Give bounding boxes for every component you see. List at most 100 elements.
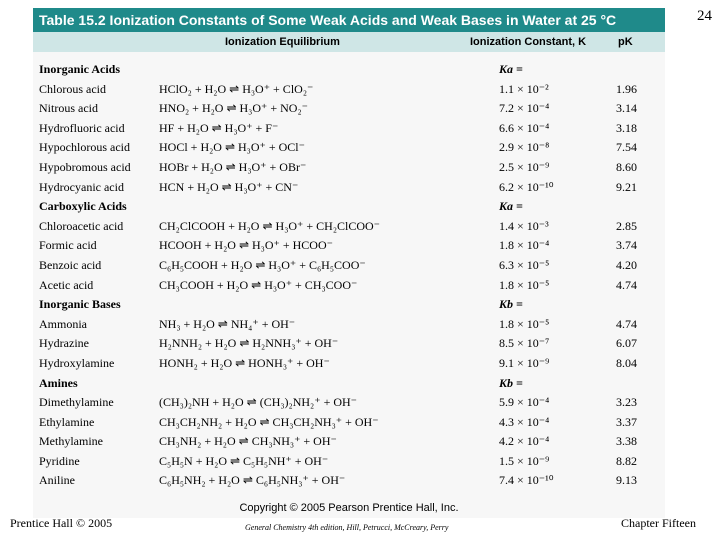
compound-name: Nitrous acid xyxy=(39,101,98,116)
equilibrium-equation: H₂NNH₂ + H₂O ⇌ H₂NNH₃⁺ + OH⁻ xyxy=(159,336,339,351)
equilibrium-equation: HCN + H₂O ⇌ H₃O⁺ + CN⁻ xyxy=(159,179,299,194)
equilibrium-equation: C₆H₅COOH + H₂O ⇌ H₃O⁺ + C₆H₅COO⁻ xyxy=(159,257,366,272)
ionization-constant: 1.8 × 10⁻⁵ xyxy=(499,316,550,331)
pk-value: 2.85 xyxy=(616,218,637,233)
compound-name: Chlorous acid xyxy=(39,81,106,96)
pk-value: 4.74 xyxy=(616,277,637,292)
footer-publisher: Prentice Hall © 2005 xyxy=(10,516,113,530)
table-row: Hydrazine H₂NNH₂ + H₂O ⇌ H₂NNH₃⁺ + OH⁻ 8.5… xyxy=(33,334,665,354)
pk-value: 3.37 xyxy=(616,414,637,429)
table-row: Hydrofluoric acid HF + H₂O ⇌ H₃O⁺ + F⁻ 6.6… xyxy=(33,119,665,139)
table-row: Formic acid HCOOH + H₂O ⇌ H₃O⁺ + HCOO⁻ 1.8… xyxy=(33,236,665,256)
pk-value: 6.07 xyxy=(616,336,637,351)
equilibrium-equation: HOCl + H₂O ⇌ H₃O⁺ + OCl⁻ xyxy=(159,140,305,155)
table-title: Table 15.2 Ionization Constants of Some … xyxy=(33,8,665,32)
table-row: Pyridine C₅H₅N + H₂O ⇌ C₅H₅NH⁺ + OH⁻ 1.5 ×… xyxy=(33,452,665,472)
ionization-constant: 5.9 × 10⁻⁴ xyxy=(499,395,550,410)
equilibrium-equation: HF + H₂O ⇌ H₃O⁺ + F⁻ xyxy=(159,120,279,135)
table-row: Dimethylamine (CH₃)₂NH + H₂O ⇌ (CH₃)₂NH₂⁺… xyxy=(33,393,665,413)
pk-value: 3.38 xyxy=(616,434,637,449)
section-header-row: Inorganic Acids Ka = xyxy=(33,60,665,80)
equilibrium-equation: HCOOH + H₂O ⇌ H₃O⁺ + HCOO⁻ xyxy=(159,238,333,253)
pk-value: 9.21 xyxy=(616,179,637,194)
copyright-notice: Copyright © 2005 Pearson Prentice Hall, … xyxy=(239,502,459,514)
pk-value: 9.13 xyxy=(616,473,637,488)
equilibrium-equation: C₆H₅NH₂ + H₂O ⇌ C₆H₅NH₃⁺ + OH⁻ xyxy=(159,473,346,488)
equilibrium-equation: C₅H₅N + H₂O ⇌ C₅H₅NH⁺ + OH⁻ xyxy=(159,453,329,468)
ionization-constant: 7.2 × 10⁻⁴ xyxy=(499,101,550,116)
equilibrium-equation: CH₃NH₂ + H₂O ⇌ CH₃NH₃⁺ + OH⁻ xyxy=(159,434,337,449)
pk-value: 4.20 xyxy=(616,257,637,272)
ionization-constant: 1.8 × 10⁻⁴ xyxy=(499,238,550,253)
pk-value: 8.04 xyxy=(616,355,637,370)
compound-name: Hypobromous acid xyxy=(39,159,131,174)
compound-name: Benzoic acid xyxy=(39,257,102,272)
compound-name: Hydrazine xyxy=(39,336,89,351)
header-pk: pK xyxy=(618,36,633,48)
pk-value: 8.60 xyxy=(616,159,637,174)
pk-value: 3.18 xyxy=(616,120,637,135)
compound-name: Carboxylic Acids xyxy=(39,199,127,214)
ionization-constant: Kb = xyxy=(499,375,523,390)
compound-name: Amines xyxy=(39,375,78,390)
equilibrium-equation: CH₃CH₂NH₂ + H₂O ⇌ CH₃CH₂NH₃⁺ + OH⁻ xyxy=(159,414,379,429)
table-row: Benzoic acid C₆H₅COOH + H₂O ⇌ H₃O⁺ + C₆H₅… xyxy=(33,256,665,276)
equilibrium-equation: CH₂ClCOOH + H₂O ⇌ H₃O⁺ + CH₂ClCOO⁻ xyxy=(159,218,381,233)
ionization-constant: 7.4 × 10⁻¹⁰ xyxy=(499,473,554,488)
compound-name: Pyridine xyxy=(39,453,80,468)
table-body: Inorganic Acids Ka = Chlorous acid HClO₂ + … xyxy=(33,60,665,491)
ionization-constant: Ka = xyxy=(499,62,523,76)
table-row: Hypobromous acid HOBr + H₂O ⇌ H₃O⁺ + OBr⁻… xyxy=(33,158,665,178)
compound-name: Ammonia xyxy=(39,316,87,331)
compound-name: Acetic acid xyxy=(39,277,94,292)
compound-name: Formic acid xyxy=(39,238,97,253)
section-header-row: Inorganic Bases Kb = xyxy=(33,295,665,315)
compound-name: Ethylamine xyxy=(39,414,95,429)
ionization-constant: 6.6 × 10⁻⁴ xyxy=(499,120,550,135)
compound-name: Inorganic Acids xyxy=(39,62,121,76)
footer-chapter: Chapter Fifteen xyxy=(621,516,696,530)
table-row: Ethylamine CH₃CH₂NH₂ + H₂O ⇌ CH₃CH₂NH₃⁺ +… xyxy=(33,413,665,433)
ionization-constant: 9.1 × 10⁻⁹ xyxy=(499,355,550,370)
ionization-constant: 4.2 × 10⁻⁴ xyxy=(499,434,550,449)
compound-name: Aniline xyxy=(39,473,75,488)
pk-value: 7.54 xyxy=(616,140,637,155)
ionization-constant: 2.9 × 10⁻⁸ xyxy=(499,140,550,155)
equilibrium-equation: HONH₂ + H₂O ⇌ HONH₃⁺ + OH⁻ xyxy=(159,355,330,370)
equilibrium-equation: CH₃COOH + H₂O ⇌ H₃O⁺ + CH₃COO⁻ xyxy=(159,277,358,292)
compound-name: Hydrocyanic acid xyxy=(39,179,124,194)
compound-name: Hydroxylamine xyxy=(39,355,115,370)
ionization-constant: 6.2 × 10⁻¹⁰ xyxy=(499,179,554,194)
ionization-constant: 1.4 × 10⁻³ xyxy=(499,218,549,233)
equilibrium-equation: HOBr + H₂O ⇌ H₃O⁺ + OBr⁻ xyxy=(159,159,307,174)
table-row: Hypochlorous acid HOCl + H₂O ⇌ H₃O⁺ + OCl… xyxy=(33,138,665,158)
pk-value: 3.14 xyxy=(616,101,637,116)
section-header-row: Amines Kb = xyxy=(33,374,665,394)
table-header-row: Ionization Equilibrium Ionization Consta… xyxy=(33,32,665,52)
pk-value: 1.96 xyxy=(616,81,637,96)
equilibrium-equation: HNO₂ + H₂O ⇌ H₃O⁺ + NO₂⁻ xyxy=(159,101,308,116)
ionization-constant: 8.5 × 10⁻⁷ xyxy=(499,336,550,351)
table-row: Aniline C₆H₅NH₂ + H₂O ⇌ C₆H₅NH₃⁺ + OH⁻ 7.4… xyxy=(33,471,665,491)
pk-value: 3.23 xyxy=(616,395,637,410)
pk-value: 3.74 xyxy=(616,238,637,253)
ionization-constant: Kb = xyxy=(499,297,523,312)
compound-name: Inorganic Bases xyxy=(39,297,121,312)
ionization-constant: 1.8 × 10⁻⁵ xyxy=(499,277,550,292)
table-row: Methylamine CH₃NH₂ + H₂O ⇌ CH₃NH₃⁺ + OH⁻ 4… xyxy=(33,432,665,452)
ionization-table: Table 15.2 Ionization Constants of Some … xyxy=(33,8,665,518)
header-equilibrium: Ionization Equilibrium xyxy=(225,36,340,48)
section-header-row: Carboxylic Acids Ka = xyxy=(33,197,665,217)
table-row: Hydrocyanic acid HCN + H₂O ⇌ H₃O⁺ + CN⁻ 6.… xyxy=(33,178,665,198)
equilibrium-equation: (CH₃)₂NH + H₂O ⇌ (CH₃)₂NH₂⁺ + OH⁻ xyxy=(159,395,358,410)
pk-value: 4.74 xyxy=(616,316,637,331)
equilibrium-equation: HClO₂ + H₂O ⇌ H₃O⁺ + ClO₂⁻ xyxy=(159,81,314,96)
table-row: Chloroacetic acid CH₂ClCOOH + H₂O ⇌ H₃O⁺ … xyxy=(33,217,665,237)
ionization-constant: 2.5 × 10⁻⁹ xyxy=(499,159,550,174)
table-row: Acetic acid CH₃COOH + H₂O ⇌ H₃O⁺ + CH₃COO… xyxy=(33,276,665,296)
pk-value: 8.82 xyxy=(616,453,637,468)
table-row: Ammonia NH₃ + H₂O ⇌ NH₄⁺ + OH⁻ 1.8 × 10⁻⁵ 4… xyxy=(33,315,665,335)
ionization-constant: Ka = xyxy=(499,199,523,214)
compound-name: Hypochlorous acid xyxy=(39,140,130,155)
ionization-constant: 1.1 × 10⁻² xyxy=(499,81,549,96)
